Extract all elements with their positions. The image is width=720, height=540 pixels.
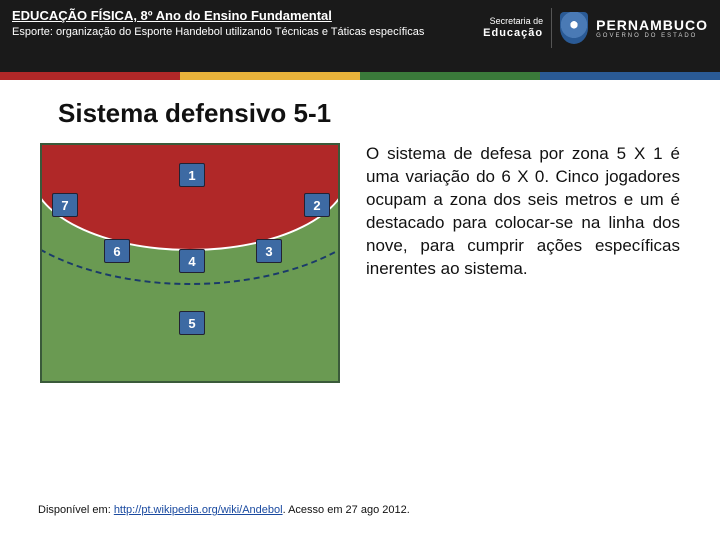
pe-logo-top: PERNAMBUCO <box>596 17 708 33</box>
source-prefix: Disponível em: <box>38 504 114 516</box>
secretaria-top: Secretaria de <box>483 17 543 27</box>
color-rule <box>0 72 720 80</box>
pernambuco-logo: PERNAMBUCO GOVERNO DO ESTADO <box>596 17 708 39</box>
content-area: Sistema defensivo 5-1 1 7 2 6 4 3 5 O sistema … <box>0 80 720 383</box>
player-marker-6: 6 <box>104 239 130 263</box>
rule-seg <box>0 72 180 80</box>
slide-header: EDUCAÇÃO FÍSICA, 8º Ano do Ensino Fundam… <box>0 0 720 72</box>
player-marker-3: 3 <box>256 239 282 263</box>
source-suffix: . Acesso em 27 ago 2012. <box>283 504 410 516</box>
rule-seg <box>540 72 720 80</box>
secretaria-logo: Secretaria de Educação <box>483 17 543 39</box>
pe-logo-bot: GOVERNO DO ESTADO <box>596 33 697 39</box>
player-marker-7: 7 <box>52 193 78 217</box>
slide-title: Sistema defensivo 5-1 <box>58 98 680 129</box>
court-diagram: 1 7 2 6 4 3 5 <box>40 143 340 383</box>
source-link[interactable]: http://pt.wikipedia.org/wiki/Andebol <box>114 504 283 516</box>
source-line: Disponível em: http://pt.wikipedia.org/w… <box>38 504 410 516</box>
player-marker-2: 2 <box>304 193 330 217</box>
player-marker-1: 1 <box>179 163 205 187</box>
player-marker-4: 4 <box>179 249 205 273</box>
header-text: EDUCAÇÃO FÍSICA, 8º Ano do Ensino Fundam… <box>12 8 483 39</box>
body-row: 1 7 2 6 4 3 5 O sistema de defesa por zona 5 X… <box>40 143 680 383</box>
logo-separator <box>551 8 552 48</box>
header-logos: Secretaria de Educação PERNAMBUCO GOVERN… <box>483 8 708 48</box>
player-marker-5: 5 <box>179 311 205 335</box>
state-shield-icon <box>560 12 588 44</box>
body-text: O sistema de defesa por zona 5 X 1 é uma… <box>366 143 680 281</box>
rule-seg <box>360 72 540 80</box>
header-subtitle: Esporte: organização do Esporte Handebol… <box>12 25 432 39</box>
rule-seg <box>180 72 360 80</box>
header-title: EDUCAÇÃO FÍSICA, 8º Ano do Ensino Fundam… <box>12 8 483 23</box>
secretaria-bot: Educação <box>483 27 543 39</box>
